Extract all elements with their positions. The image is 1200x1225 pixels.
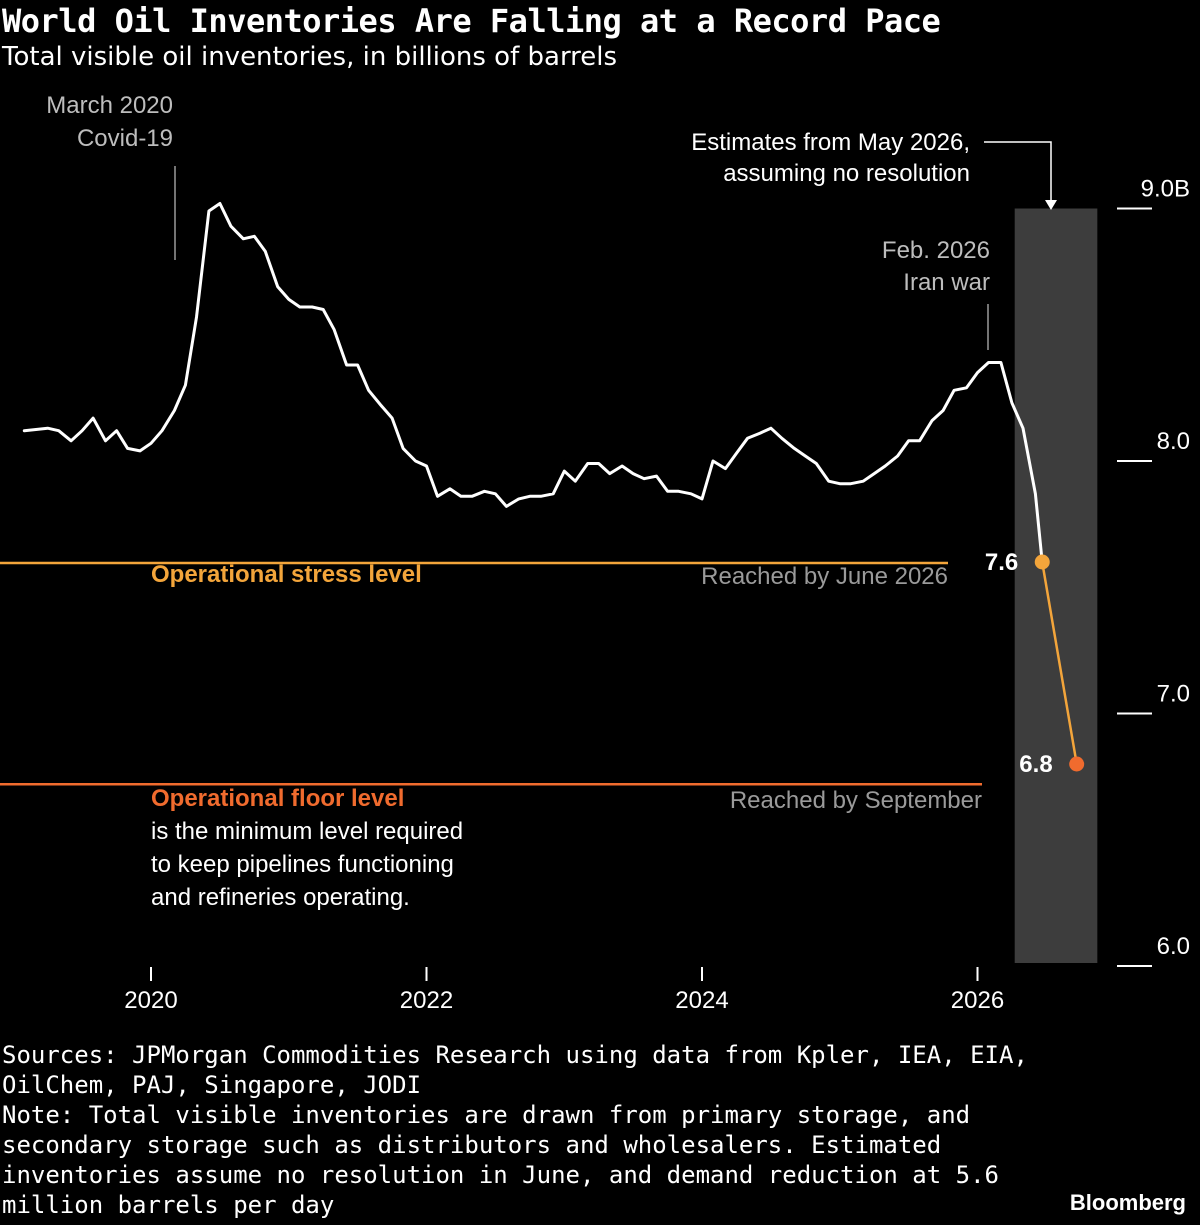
floor-description-line: and refineries operating.: [151, 884, 410, 911]
estimates-arrowhead: [1045, 200, 1057, 210]
covid-annotation-event: Covid-19: [77, 125, 173, 152]
iran-annotation-date: Feb. 2026: [882, 237, 990, 264]
covid-annotation-date: March 2020: [46, 92, 173, 119]
estimates-annotation-line2: assuming no resolution: [723, 160, 970, 187]
x-tick-label: 2024: [675, 987, 728, 1014]
x-tick-label: 2020: [124, 987, 177, 1014]
bloomberg-logo: Bloomberg: [1069, 1190, 1186, 1215]
y-tick-label: 8.0: [1157, 428, 1190, 455]
estimate-point: [1034, 554, 1050, 570]
x-tick-label: 2026: [951, 987, 1004, 1014]
floor-level-note: Reached by September: [730, 787, 982, 814]
chart-title: World Oil Inventories Are Falling at a R…: [2, 2, 941, 40]
floor-level-label: Operational floor level: [151, 785, 404, 812]
chart-footer: Sources: JPMorgan Commodities Research u…: [2, 1040, 1042, 1220]
iran-annotation-event: Iran war: [903, 269, 990, 296]
oil-inventory-chart: Operational stress level Reached by June …: [0, 92, 1190, 1014]
estimates-annotation-line1: Estimates from May 2026,: [691, 129, 970, 156]
sources-text: Sources: JPMorgan Commodities Research u…: [2, 1041, 1043, 1099]
floor-description-line: is the minimum level required: [151, 818, 463, 845]
inventory-series-line: [22, 202, 1044, 564]
estimates-arrow: [984, 141, 1052, 206]
note-text: Note: Total visible inventories are draw…: [2, 1101, 1014, 1219]
stress-level-label: Operational stress level: [151, 561, 422, 588]
stress-level-note: Reached by June 2026: [701, 563, 948, 590]
y-tick-label: 6.0: [1157, 933, 1190, 960]
estimate-band: [1014, 208, 1098, 963]
chart-subtitle: Total visible oil inventories, in billio…: [2, 42, 618, 72]
estimate-value-label: 6.8: [1019, 751, 1052, 778]
estimate-series-line: [1040, 560, 1078, 766]
y-tick-label: 9.0B: [1141, 176, 1190, 203]
estimate-value-label: 7.6: [985, 549, 1018, 576]
y-tick-label: 7.0: [1157, 681, 1190, 708]
estimate-point: [1069, 756, 1085, 772]
x-tick-label: 2022: [400, 987, 453, 1014]
floor-description-line: to keep pipelines functioning: [151, 851, 454, 878]
